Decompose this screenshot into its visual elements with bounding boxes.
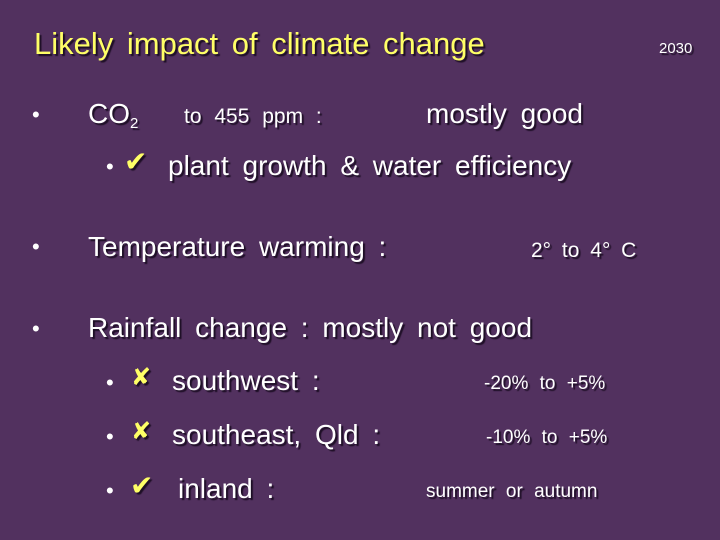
temperature-label: Temperature warming : xyxy=(88,231,387,262)
region-southwest-label: southwest : xyxy=(172,365,320,396)
bullet: • xyxy=(106,478,114,503)
cross-icon: ✘ xyxy=(131,363,152,391)
check-icon: ✔ xyxy=(124,145,148,178)
bullet: • xyxy=(106,424,114,449)
co2-verdict: mostly good xyxy=(426,98,583,129)
temperature-range: 2° to 4° C xyxy=(531,239,637,262)
bullet: • xyxy=(32,234,40,259)
cross-icon: ✘ xyxy=(131,417,152,445)
bullet: • xyxy=(32,316,40,341)
co2-detail: to 455 ppm : xyxy=(184,105,322,128)
region-inland-label: inland : xyxy=(178,473,275,504)
bullet: • xyxy=(32,102,40,127)
region-southwest-value: -20% to +5% xyxy=(484,373,606,394)
check-icon: ✔ xyxy=(130,469,154,502)
bullet: • xyxy=(106,154,114,179)
co2-label: CO2 xyxy=(88,98,139,132)
co2-subscript: 2 xyxy=(130,115,139,132)
bullet: • xyxy=(106,370,114,395)
region-southeast-label: southeast, Qld : xyxy=(172,419,381,450)
year-label: 2030 xyxy=(659,40,693,57)
rainfall-label: Rainfall change : mostly not good xyxy=(88,312,533,343)
region-southeast-value: -10% to +5% xyxy=(486,427,608,448)
slide-title: Likely impact of climate change xyxy=(34,26,485,61)
co2-text: CO xyxy=(88,98,130,129)
region-inland-value: summer or autumn xyxy=(426,481,598,502)
plant-growth-text: plant growth & water efficiency xyxy=(168,150,572,181)
